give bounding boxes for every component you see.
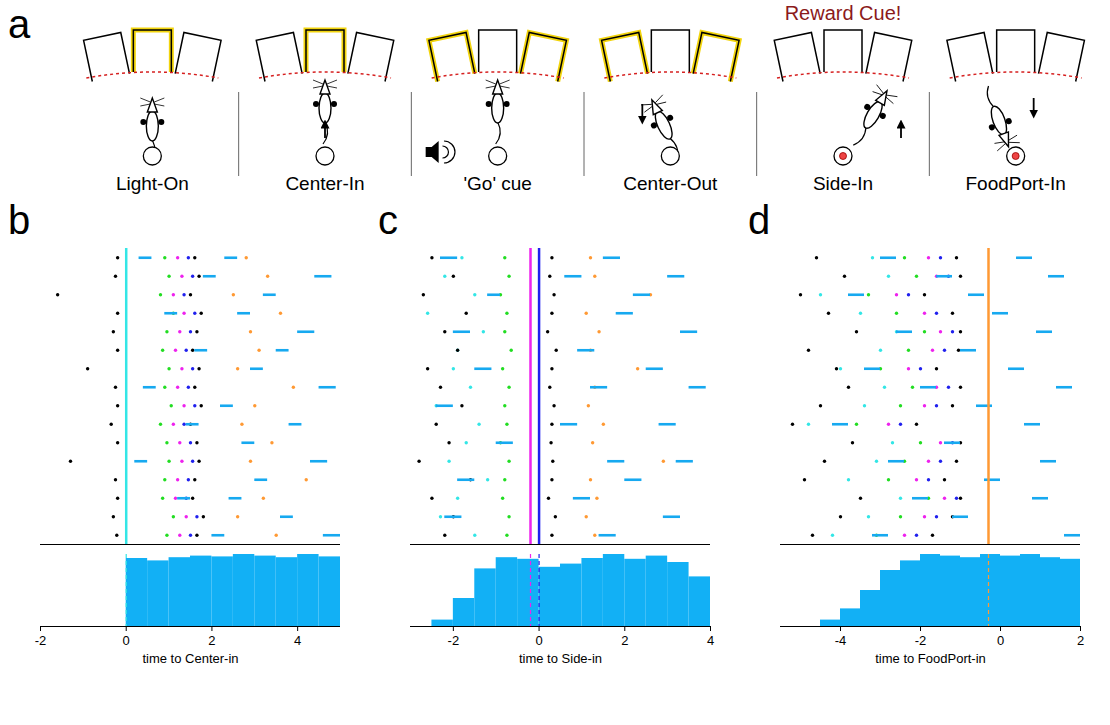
svg-text:time to FoodPort-in: time to FoodPort-in bbox=[875, 651, 986, 666]
svg-text:-2: -2 bbox=[448, 633, 460, 648]
svg-text:Center-Out: Center-Out bbox=[623, 173, 718, 194]
svg-text:-2: -2 bbox=[915, 633, 927, 648]
svg-text:-4: -4 bbox=[835, 633, 847, 648]
svg-text:FoodPort-In: FoodPort-In bbox=[966, 173, 1066, 194]
svg-text:2: 2 bbox=[1077, 633, 1084, 648]
html-text:d: d bbox=[748, 198, 771, 242]
svg-text:2: 2 bbox=[208, 633, 215, 648]
svg-text:time to Side-in: time to Side-in bbox=[519, 651, 602, 666]
svg-text:0: 0 bbox=[535, 633, 542, 648]
svg-text:Center-In: Center-In bbox=[285, 173, 364, 194]
svg-text:4: 4 bbox=[707, 633, 714, 648]
svg-text:'Go' cue: 'Go' cue bbox=[463, 173, 532, 194]
html-text:c: c bbox=[378, 198, 398, 242]
svg-text:time to Center-in: time to Center-in bbox=[142, 651, 238, 666]
svg-text:4: 4 bbox=[294, 633, 301, 648]
svg-text:Light-On: Light-On bbox=[116, 173, 189, 194]
svg-text:2: 2 bbox=[621, 633, 628, 648]
svg-text:0: 0 bbox=[997, 633, 1004, 648]
svg-text:a: a bbox=[8, 2, 31, 46]
html-text:b: b bbox=[8, 198, 31, 242]
svg-text:Reward Cue!: Reward Cue! bbox=[785, 2, 902, 24]
svg-text:-2: -2 bbox=[35, 633, 47, 648]
svg-text:Side-In: Side-In bbox=[813, 173, 873, 194]
svg-text:0: 0 bbox=[123, 633, 130, 648]
